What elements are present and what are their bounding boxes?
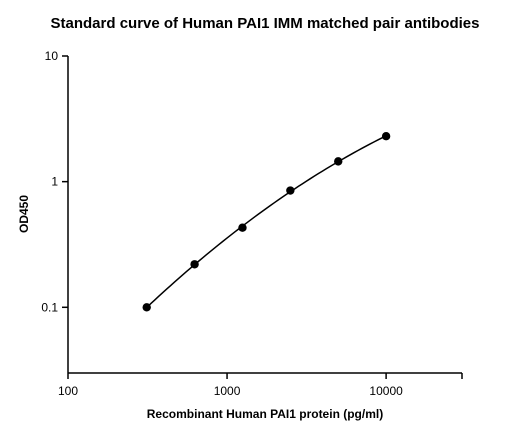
x-tick-label: 1000 xyxy=(214,384,241,398)
data-point xyxy=(381,131,391,141)
x-axis-label: Recombinant Human PAI1 protein (pg/ml) xyxy=(147,407,383,421)
y-tick-label: 0.1 xyxy=(41,300,58,314)
fit-curve xyxy=(146,135,387,309)
y-axis-label: OD450 xyxy=(17,195,31,233)
data-points xyxy=(142,131,391,312)
x-tick-label: 100 xyxy=(58,384,78,398)
x-tick-label: 10000 xyxy=(369,384,403,398)
y-tick-label: 10 xyxy=(45,49,59,63)
chart-title: Standard curve of Human PAI1 IMM matched… xyxy=(51,15,480,32)
x-axis-ticks: 100 1000 10000 xyxy=(58,373,463,398)
y-axis-ticks: 0.1 1 10 xyxy=(41,49,68,314)
data-point xyxy=(142,303,151,312)
y-tick-label: 1 xyxy=(51,175,58,189)
data-point xyxy=(238,223,247,232)
data-point xyxy=(286,186,295,195)
data-point xyxy=(334,157,343,166)
data-point xyxy=(190,260,199,269)
